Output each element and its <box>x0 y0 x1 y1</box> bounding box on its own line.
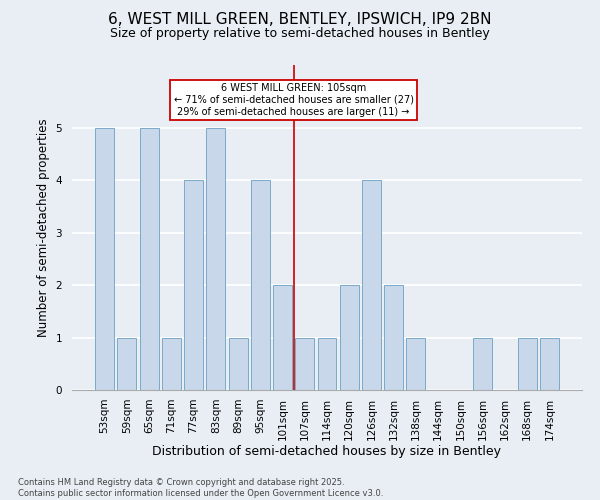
Bar <box>317 338 337 390</box>
Bar <box>229 338 248 390</box>
Text: Size of property relative to semi-detached houses in Bentley: Size of property relative to semi-detach… <box>110 28 490 40</box>
Bar <box>162 338 181 390</box>
Bar <box>540 338 559 390</box>
Bar <box>184 180 203 390</box>
Bar <box>406 338 425 390</box>
Bar <box>340 285 359 390</box>
Bar <box>473 338 492 390</box>
Text: 6, WEST MILL GREEN, BENTLEY, IPSWICH, IP9 2BN: 6, WEST MILL GREEN, BENTLEY, IPSWICH, IP… <box>108 12 492 28</box>
Bar <box>118 338 136 390</box>
Bar <box>295 338 314 390</box>
Bar <box>95 128 114 390</box>
Bar <box>362 180 381 390</box>
Bar <box>140 128 158 390</box>
Y-axis label: Number of semi-detached properties: Number of semi-detached properties <box>37 118 50 337</box>
Text: Contains HM Land Registry data © Crown copyright and database right 2025.
Contai: Contains HM Land Registry data © Crown c… <box>18 478 383 498</box>
Bar <box>251 180 270 390</box>
Text: 6 WEST MILL GREEN: 105sqm
← 71% of semi-detached houses are smaller (27)
29% of : 6 WEST MILL GREEN: 105sqm ← 71% of semi-… <box>173 84 413 116</box>
X-axis label: Distribution of semi-detached houses by size in Bentley: Distribution of semi-detached houses by … <box>152 446 502 458</box>
Bar <box>206 128 225 390</box>
Bar <box>518 338 536 390</box>
Bar <box>384 285 403 390</box>
Bar <box>273 285 292 390</box>
